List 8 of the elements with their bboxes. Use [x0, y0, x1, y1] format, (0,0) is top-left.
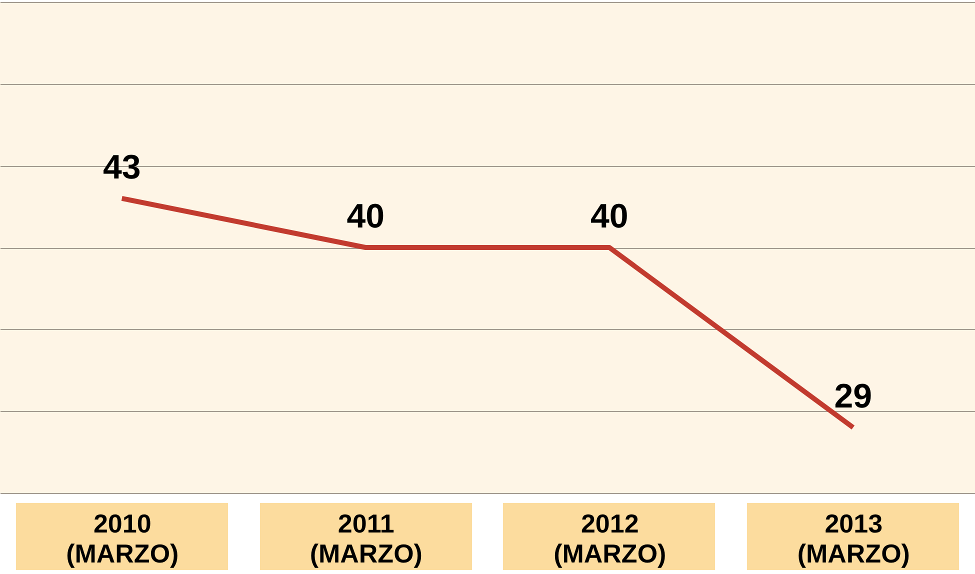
- data-label: 40: [346, 198, 385, 236]
- x-tick-label: 2011 (MARZO): [310, 508, 422, 568]
- x-tick-label: 2013 (MARZO): [797, 508, 910, 568]
- data-label: 29: [834, 378, 872, 416]
- data-label: 40: [590, 198, 628, 236]
- x-tick-label: 2012 (MARZO): [554, 508, 666, 568]
- x-tick-label: 2010 (MARZO): [66, 508, 179, 568]
- data-label: 43: [102, 148, 141, 186]
